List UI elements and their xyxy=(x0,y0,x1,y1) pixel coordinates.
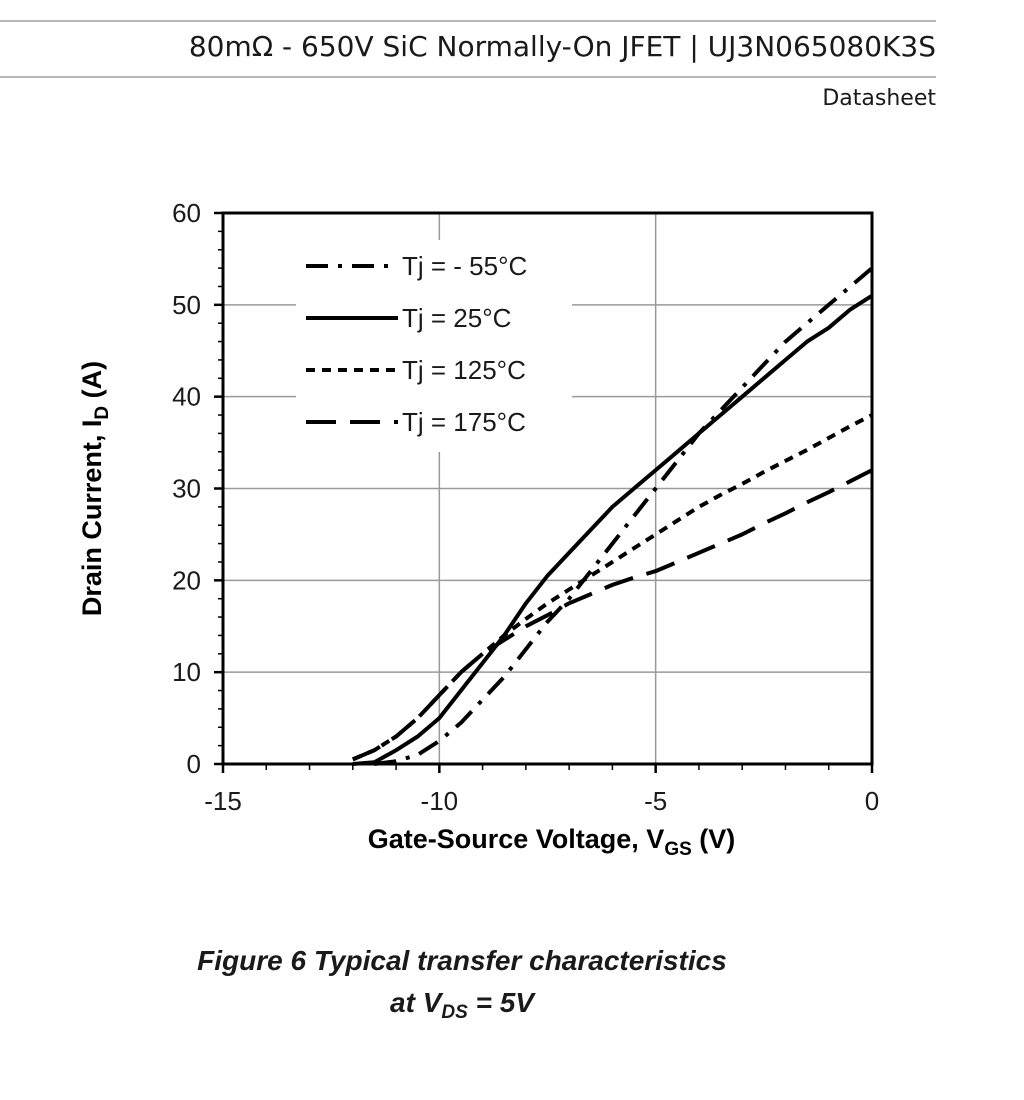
header-top-rule xyxy=(0,20,936,22)
caption-line-2-sub: DS xyxy=(441,1002,468,1023)
legend-box xyxy=(296,240,572,452)
document-title: 80mΩ - 650V SiC Normally-On JFET | UJ3N0… xyxy=(188,30,936,63)
x-tick-label: 0 xyxy=(865,786,879,816)
y-tick-label: 60 xyxy=(172,198,201,228)
legend-label-4: Tj = 175°C xyxy=(402,407,526,437)
series-line-2 xyxy=(352,294,874,766)
x-axis-label-main: Gate-Source Voltage, V xyxy=(368,824,665,854)
document-subtitle: Datasheet xyxy=(822,86,936,111)
chart-legend: Tj = - 55°C Tj = 25°C Tj = 125°C Tj = 175°C xyxy=(296,240,572,452)
y-tick-label: 20 xyxy=(172,565,201,595)
y-tick-label: 40 xyxy=(172,382,201,412)
x-tick-label: -15 xyxy=(204,786,242,816)
x-axis-label-unit: (V) xyxy=(692,824,736,854)
y-tick-label: 10 xyxy=(172,657,201,687)
figure-caption: Figure 6 Typical transfer characteristic… xyxy=(0,940,924,1034)
legend-label-1: Tj = - 55°C xyxy=(402,251,527,281)
x-tick-label: -10 xyxy=(421,786,459,816)
series-line-1 xyxy=(374,266,874,766)
header-bottom-rule xyxy=(0,76,936,78)
legend-label-3: Tj = 125°C xyxy=(402,355,526,385)
y-tick-label: 0 xyxy=(187,749,201,779)
caption-line-1: Figure 6 Typical transfer characteristic… xyxy=(197,945,727,976)
x-axis-label-sub: GS xyxy=(664,839,691,860)
x-tick-label: -5 xyxy=(644,786,667,816)
y-axis-label: Drain Current, ID (A) xyxy=(77,361,113,616)
y-axis-label-sub: D xyxy=(92,406,113,420)
series-line-4 xyxy=(352,468,873,762)
x-axis-label: Gate-Source Voltage, VGS (V) xyxy=(368,824,736,860)
caption-line-2-post: = 5V xyxy=(467,987,534,1018)
y-tick-label: 50 xyxy=(172,290,201,320)
caption-line-2: at VDS = 5V xyxy=(0,982,924,1034)
y-axis-label-unit: (A) xyxy=(77,361,107,406)
data-series xyxy=(352,266,874,766)
axis-ticks: 0 10 20 30 40 50 60 -15 -10 -5 0 xyxy=(172,198,879,816)
y-axis-label-main: Drain Current, I xyxy=(77,420,107,617)
series-line-3 xyxy=(352,413,873,762)
legend-label-2: Tj = 25°C xyxy=(402,303,511,333)
y-tick-label: 30 xyxy=(172,474,201,504)
caption-line-2-pre: at V xyxy=(390,987,442,1018)
